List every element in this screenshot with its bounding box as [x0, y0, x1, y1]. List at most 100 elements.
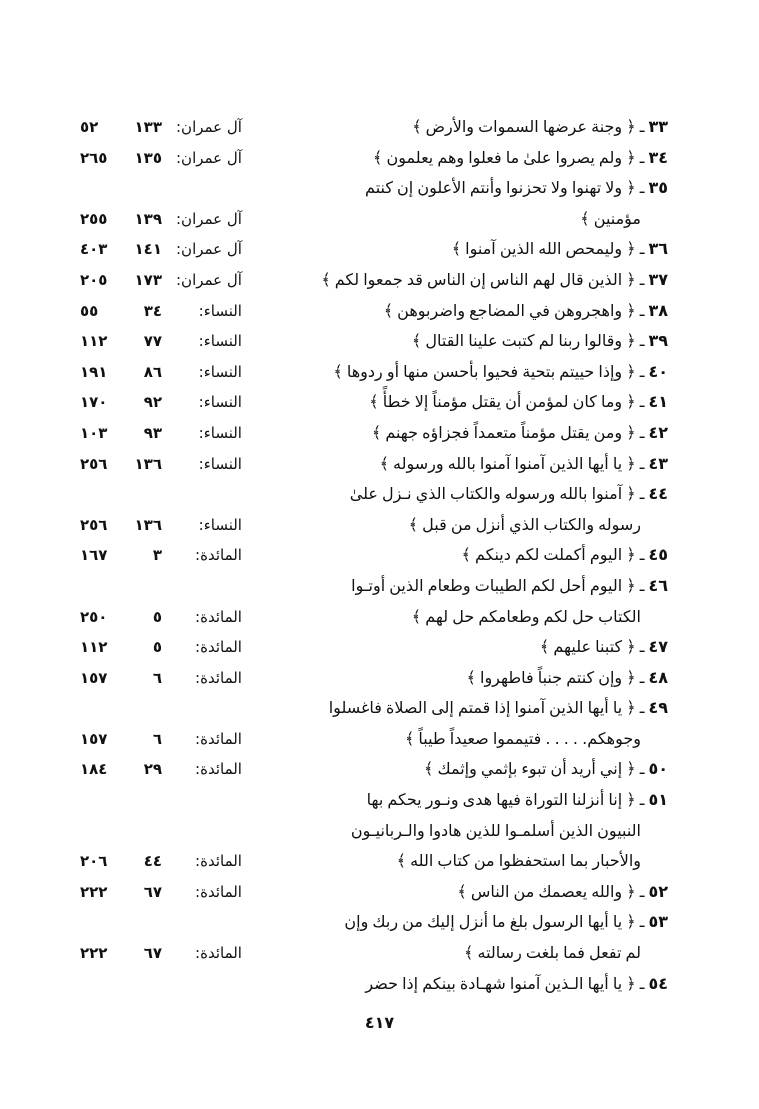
entry-text: ٥٢ ـ ﴿ والله يعصمك من الناس ﴾ [457, 881, 668, 901]
sura-name: آل عمران: [176, 209, 242, 228]
verse-text: الكتاب حل لكم وطعامكم حل لهم ﴾ [411, 606, 641, 626]
verse-text: ﴿ كتبنا عليهم ﴾ [539, 637, 636, 657]
verse-number: ١٣٥ [134, 148, 162, 167]
entry-text-continuation: وجوهكم. . . . . فتيمموا صعيداً طيباً ﴾ [256, 724, 668, 755]
empty-cell [128, 969, 162, 1000]
empty-cell [128, 479, 162, 510]
entry-number: ٣٤ [648, 147, 668, 167]
verse-text: ﴿ وإن كنتم جنباً فاطهروا ﴾ [466, 667, 636, 687]
sura-name: المائدة: [195, 546, 242, 565]
entry-number: ٤٥ [648, 545, 668, 565]
entry-number: ٥٣ [648, 912, 668, 932]
sura-name: آل عمران: [176, 118, 242, 136]
sura-name: النساء: [198, 393, 242, 412]
entry-text: ٤٤ ـ ﴿ آمنوا بالله ورسوله والكتاب الذي ن… [349, 484, 668, 504]
sura-name: المائدة: [195, 638, 242, 657]
entry-number: ٣٧ [648, 269, 668, 289]
verse-text: ﴿ اليوم أكملت لكم دينكم ﴾ [461, 545, 636, 565]
verse-text: ﴿ ومن يقتل مؤمناً متعمداً فجزاؤه جهنم ﴾ [371, 422, 636, 442]
entry-text: ٤٨ ـ ﴿ وإن كنتم جنباً فاطهروا ﴾ [466, 667, 668, 687]
entry-number: ٣٣ [648, 117, 668, 136]
page-reference: ٢٢٢ [80, 944, 108, 963]
verse-index-list: ٣٣ ـ ﴿ وجنة عرضها السموات والأرض ﴾ آل عمر… [80, 117, 668, 1000]
page-reference: ١٩١ [80, 362, 108, 381]
verse-text: ﴿ الذين قال لهم الناس إن الناس قد جمعوا … [321, 269, 636, 289]
empty-cell [176, 907, 242, 938]
entry-number: ٥٢ [648, 881, 668, 901]
empty-cell [176, 479, 242, 510]
empty-cell [176, 571, 242, 602]
verse-text: ﴿ واهجروهن في المضاجع واضربوهن ﴾ [383, 300, 636, 320]
page-reference: ٢٥٦ [80, 515, 108, 534]
sura-name: النساء: [198, 332, 242, 351]
empty-cell [80, 693, 114, 724]
entry-number: ٣٩ [648, 331, 668, 351]
entry-number: ٤٨ [648, 667, 668, 687]
entry-number: ٤٢ [648, 422, 668, 442]
sura-name: النساء: [198, 515, 242, 534]
entry-text: ٣٦ ـ ﴿ وليمحص الله الذين آمنوا ﴾ [451, 239, 668, 259]
page-reference: ١٦٧ [80, 546, 108, 565]
verse-number: ٤٤ [143, 852, 162, 871]
verse-text: ﴿ وجنة عرضها السموات والأرض ﴾ [412, 117, 636, 136]
verse-number: ٦٧ [143, 944, 162, 963]
sura-name: المائدة: [195, 852, 242, 871]
empty-cell [176, 969, 242, 1000]
verse-text: ﴿ ولم يصروا علىٰ ما فعلوا وهم يعلمون ﴾ [373, 147, 636, 167]
entry-text: ٥٠ ـ ﴿ إني أريد أن تبوء بإثمي وإثمك ﴾ [424, 759, 668, 779]
entry-text: ٥٤ ـ ﴿ يا أيها الـذين آمنوا شهـادة بينكم… [365, 973, 668, 993]
sura-name: النساء: [198, 301, 242, 320]
empty-cell [128, 907, 162, 938]
empty-cell [128, 173, 162, 204]
verse-text: ﴿ وما كان لمؤمن أن يقتل مؤمناً إلا خطأً … [369, 392, 636, 412]
entry-number: ٣٦ [648, 239, 668, 259]
entry-text-continuation: رسوله والكتاب الذي أنزل من قبل ﴾ [256, 510, 668, 541]
page-reference: ١٥٧ [80, 668, 108, 687]
entry-text-continuation: مؤمنين ﴾ [256, 204, 668, 235]
entry-number: ٣٥ [648, 178, 668, 198]
verse-number: ٣ [152, 546, 162, 565]
sura-name: النساء: [198, 423, 242, 442]
verse-text: ﴿ يا أيها الذين آمنوا آمنوا بالله ورسوله… [379, 453, 636, 473]
verse-number: ٥ [152, 638, 162, 657]
empty-cell [80, 907, 114, 938]
verse-text: والأحبار بما استحفظوا من كتاب الله ﴾ [396, 851, 641, 871]
verse-text: ﴿ اليوم أحل لكم الطيبات وطعام الذين أوتـ… [351, 575, 636, 595]
page-reference: ١٥٧ [80, 729, 108, 748]
empty-cell [80, 479, 114, 510]
page-reference: ٢٠٦ [80, 852, 108, 871]
sura-name: المائدة: [195, 944, 242, 963]
entry-text: ٣٧ ـ ﴿ الذين قال لهم الناس إن الناس قد ج… [321, 269, 668, 289]
empty-cell [80, 173, 114, 204]
empty-cell [176, 816, 242, 847]
entry-text: ٣٥ ـ ﴿ ولا تهنوا ولا تحزنوا وأنتم الأعلو… [365, 178, 668, 198]
verse-number: ١٣٦ [134, 515, 162, 534]
verse-number: ٦ [152, 729, 162, 748]
page-reference: ٢٥٠ [80, 607, 108, 626]
entry-number: ٤٤ [648, 484, 668, 504]
empty-cell [128, 785, 162, 816]
entry-text-continuation: الكتاب حل لكم وطعامكم حل لهم ﴾ [256, 602, 668, 633]
entry-text: ٣٩ ـ ﴿ وقالوا ربنا لم كتبت علينا القتال … [411, 331, 668, 351]
sura-name: النساء: [198, 454, 242, 473]
verse-text: وجوهكم. . . . . فتيمموا صعيداً طيباً ﴾ [404, 728, 641, 748]
entry-number: ٣٨ [648, 300, 668, 320]
verse-number: ١٤١ [134, 240, 162, 259]
entry-number: ٤١ [648, 392, 668, 412]
verse-number: ٧٧ [143, 332, 162, 351]
verse-number: ٦٧ [143, 882, 162, 901]
empty-cell [176, 785, 242, 816]
page-number: ٤١٧ [364, 1013, 395, 1033]
verse-text: لم تفعل فما بلغت رسالته ﴾ [464, 943, 641, 963]
entry-number: ٥١ [648, 790, 668, 810]
verse-text: مؤمنين ﴾ [580, 208, 641, 228]
page-reference: ٤٠٣ [80, 240, 108, 259]
entry-number: ٤٩ [648, 698, 668, 718]
page-reference: ١٠٣ [80, 423, 108, 442]
verse-number: ٩٣ [143, 423, 162, 442]
verse-text: ﴿ يا أيها الـذين آمنوا شهـادة بينكم إذا … [365, 973, 636, 993]
entry-text: ٥٣ ـ ﴿ يا أيها الرسول بلغ ما أنزل إليك م… [344, 912, 668, 932]
entry-text: ٤١ ـ ﴿ وما كان لمؤمن أن يقتل مؤمناً إلا … [369, 392, 668, 412]
entry-text: ٣٨ ـ ﴿ واهجروهن في المضاجع واضربوهن ﴾ [383, 300, 668, 320]
entry-text: ٤٦ ـ ﴿ اليوم أحل لكم الطيبات وطعام الذين… [351, 575, 668, 595]
